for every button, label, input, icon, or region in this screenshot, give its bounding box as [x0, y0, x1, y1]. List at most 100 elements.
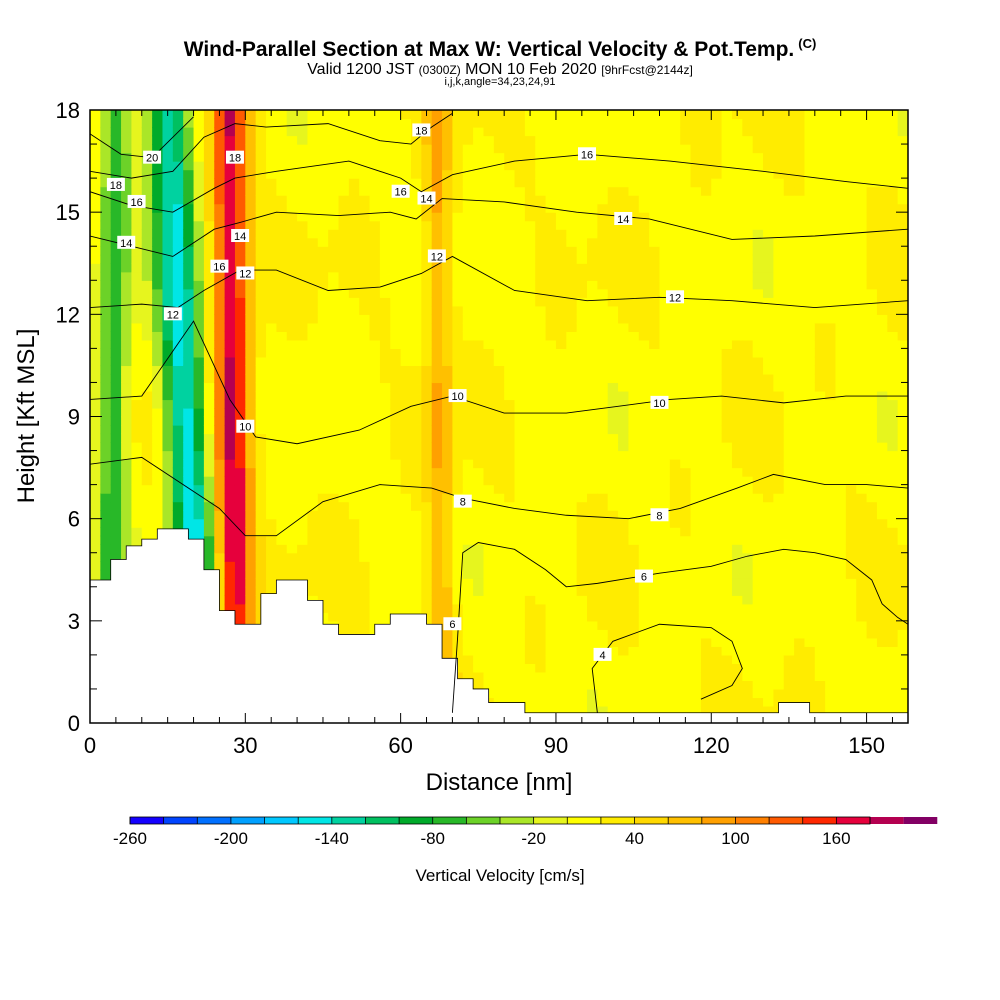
velocity-cell	[172, 144, 184, 154]
velocity-cell	[410, 314, 422, 324]
velocity-cell	[576, 169, 588, 179]
velocity-cell	[669, 467, 681, 477]
velocity-cell	[638, 416, 650, 426]
velocity-cell	[659, 118, 671, 128]
velocity-cell	[794, 127, 806, 137]
velocity-cell	[597, 203, 609, 213]
velocity-cell	[431, 484, 443, 494]
velocity-cell	[794, 518, 806, 528]
velocity-cell	[421, 220, 433, 230]
velocity-cell	[110, 510, 122, 520]
velocity-cell	[266, 535, 277, 545]
velocity-cell	[410, 390, 422, 401]
velocity-cell	[576, 220, 588, 230]
velocity-cell	[638, 382, 650, 392]
velocity-cell	[297, 399, 309, 409]
velocity-cell	[597, 663, 609, 673]
velocity-cell	[555, 365, 567, 375]
velocity-cell	[763, 280, 774, 290]
velocity-cell	[700, 186, 712, 196]
velocity-cell	[545, 671, 557, 682]
velocity-cell	[783, 603, 795, 613]
velocity-cell	[587, 331, 598, 341]
velocity-cell	[638, 229, 650, 239]
velocity-cell	[338, 476, 350, 486]
velocity-cell	[493, 459, 505, 469]
velocity-cell	[597, 382, 609, 392]
velocity-cell	[783, 407, 795, 418]
velocity-cell	[742, 203, 754, 213]
velocity-cell	[193, 331, 205, 341]
velocity-cell	[514, 688, 526, 699]
velocity-cell	[504, 425, 516, 435]
velocity-cell	[462, 450, 474, 460]
velocity-cell	[711, 569, 723, 579]
velocity-cell	[286, 501, 298, 511]
velocity-cell	[390, 578, 402, 588]
velocity-cell	[348, 331, 360, 341]
velocity-cell	[514, 544, 526, 554]
velocity-cell	[141, 110, 153, 120]
velocity-cell	[493, 467, 505, 477]
velocity-cell	[442, 305, 454, 315]
velocity-cell	[493, 288, 505, 298]
velocity-cell	[514, 127, 526, 137]
velocity-cell	[297, 237, 309, 247]
velocity-cell	[421, 450, 433, 460]
velocity-cell	[266, 118, 277, 128]
velocity-cell	[276, 331, 288, 341]
velocity-cell	[783, 425, 795, 435]
velocity-cell	[742, 535, 754, 545]
velocity-cell	[390, 322, 402, 332]
velocity-cell	[794, 356, 806, 367]
velocity-cell	[245, 356, 257, 367]
velocity-cell	[700, 390, 712, 401]
velocity-cell	[555, 220, 567, 230]
velocity-cell	[421, 467, 433, 477]
velocity-cell	[400, 373, 412, 384]
velocity-cell	[234, 288, 246, 298]
velocity-cell	[524, 612, 536, 622]
velocity-cell	[328, 569, 340, 579]
velocity-cell	[773, 373, 785, 384]
velocity-cell	[700, 671, 712, 682]
velocity-cell	[524, 314, 536, 324]
velocity-cell	[545, 399, 557, 409]
velocity-cell	[794, 527, 806, 537]
velocity-cell	[514, 654, 526, 665]
velocity-cell	[742, 195, 754, 205]
velocity-cell	[731, 595, 743, 605]
velocity-cell	[773, 450, 785, 460]
velocity-cell	[504, 484, 516, 494]
velocity-cell	[690, 305, 702, 315]
velocity-cell	[535, 646, 547, 656]
velocity-cell	[193, 280, 205, 290]
velocity-cell	[628, 288, 640, 298]
velocity-cell	[266, 561, 277, 571]
velocity-cell	[172, 356, 184, 367]
velocity-cell	[255, 127, 267, 137]
velocity-cell	[328, 518, 340, 528]
velocity-cell	[110, 373, 122, 384]
velocity-cell	[141, 493, 153, 503]
velocity-cell	[379, 365, 391, 375]
velocity-cell	[618, 433, 630, 443]
velocity-cell	[763, 365, 774, 375]
velocity-cell	[141, 348, 153, 358]
velocity-cell	[597, 399, 609, 409]
velocity-cell	[524, 586, 536, 596]
velocity-cell	[400, 161, 412, 171]
velocity-cell	[649, 501, 661, 511]
velocity-cell	[390, 459, 402, 469]
velocity-cell	[545, 271, 557, 281]
velocity-cell	[307, 561, 319, 571]
velocity-cell	[618, 501, 630, 511]
velocity-cell	[110, 135, 122, 145]
velocity-cell	[172, 178, 184, 188]
velocity-cell	[763, 586, 774, 596]
velocity-cell	[452, 212, 464, 222]
velocity-cell	[214, 254, 226, 264]
velocity-cell	[203, 331, 215, 341]
velocity-cell	[659, 382, 671, 392]
velocity-cell	[711, 552, 723, 562]
